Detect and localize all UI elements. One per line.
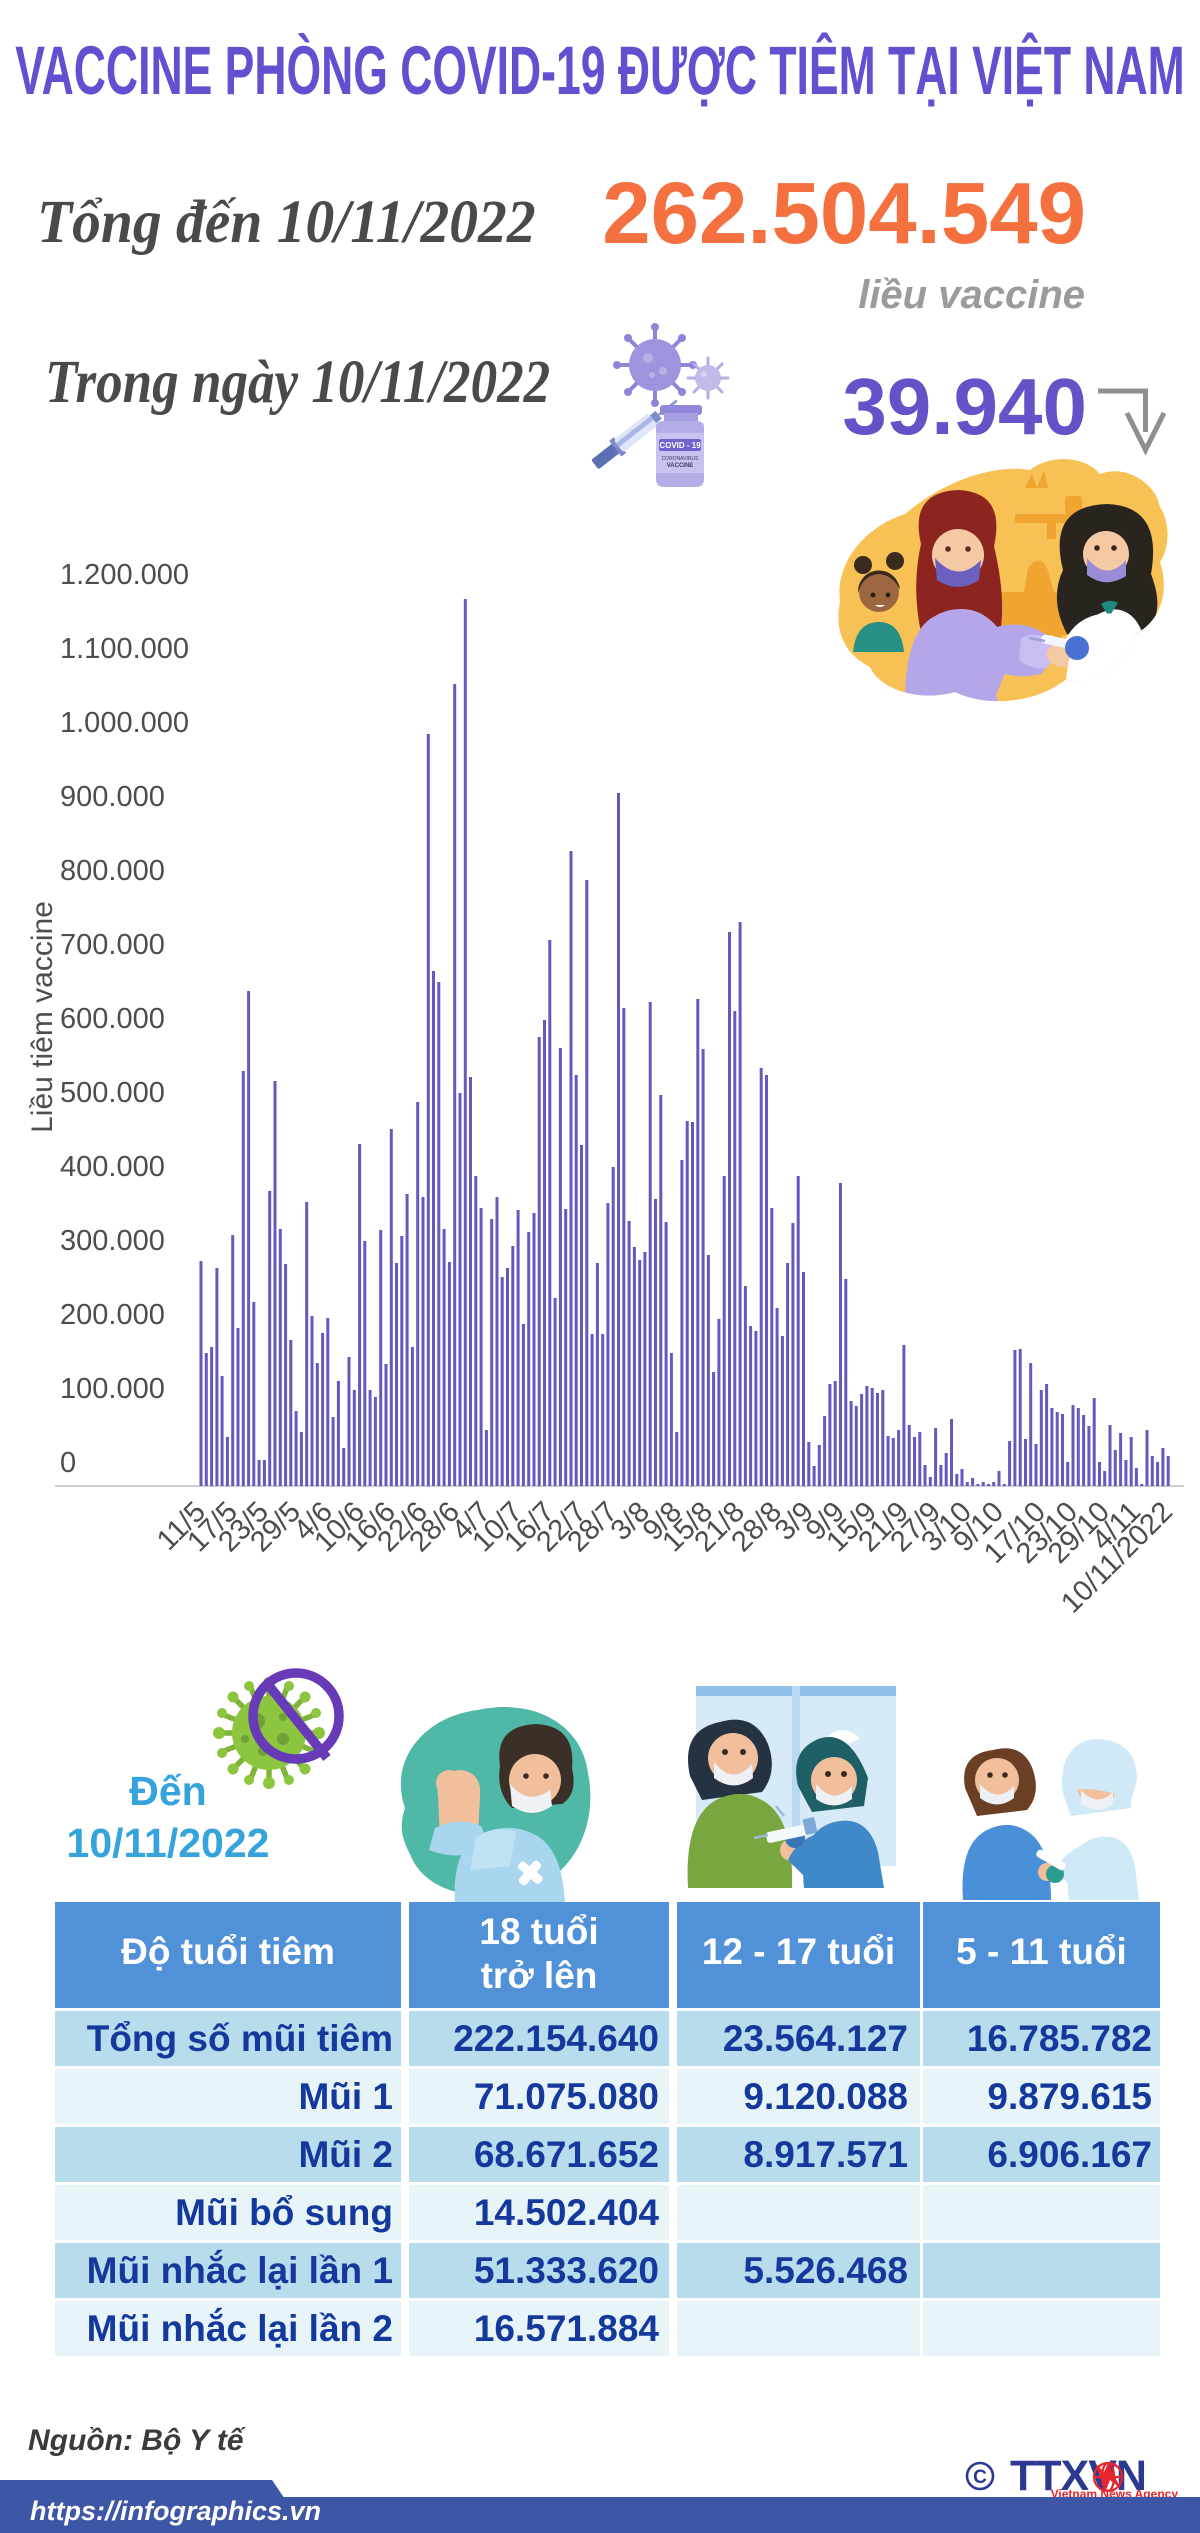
svg-text:C: C	[973, 2467, 987, 2488]
svg-text:VACCINE: VACCINE	[667, 463, 694, 469]
svg-text:TTXVN: TTXVN	[1010, 2452, 1146, 2500]
svg-text:CORONAVIRUS: CORONAVIRUS	[662, 456, 700, 462]
svg-text:COVID - 19: COVID - 19	[659, 441, 701, 450]
